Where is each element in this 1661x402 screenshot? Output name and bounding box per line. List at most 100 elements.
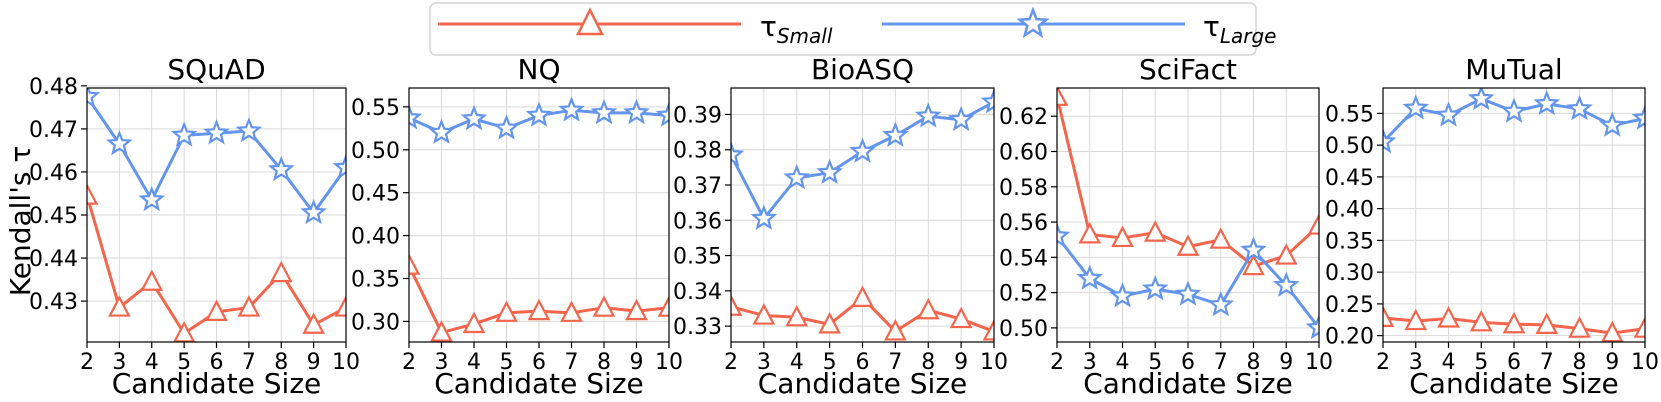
x-tick-label: 2 — [1050, 350, 1064, 375]
x-tick-label: 6 — [1507, 350, 1521, 375]
point-small — [1307, 213, 1319, 235]
x-tick-label: 3 — [112, 350, 126, 375]
x-tick-label: 4 — [1116, 350, 1130, 375]
point-large — [1109, 282, 1136, 308]
x-tick-label: 5 — [823, 350, 837, 375]
y-tick-label: 0.35 — [351, 268, 400, 293]
point-small — [1143, 220, 1167, 242]
x-tick-label: 2 — [1376, 350, 1390, 375]
point-small — [527, 298, 551, 321]
point-large — [816, 158, 843, 184]
x-tick-label: 9 — [1279, 350, 1293, 375]
plot-data — [731, 88, 994, 341]
point-large — [428, 118, 455, 144]
y-tick-label: 0.33 — [673, 315, 722, 340]
y-tick-label: 0.40 — [351, 225, 400, 250]
x-tick-label: 4 — [1442, 350, 1456, 375]
x-tick-label: 10 — [980, 350, 1008, 375]
y-tick-label: 0.56 — [999, 211, 1048, 236]
y-tick-label: 0.35 — [673, 245, 722, 270]
y-axis-label: Kendall's τ — [4, 146, 37, 296]
x-tick-label: 7 — [888, 350, 902, 375]
point-large — [882, 121, 909, 147]
plot-data — [87, 88, 346, 342]
point-large — [750, 204, 778, 230]
y-tick-label: 0.45 — [351, 182, 400, 207]
point-small — [851, 285, 874, 308]
plot-data — [1383, 88, 1645, 342]
point-small — [334, 295, 346, 317]
point-large — [1467, 88, 1495, 111]
y-tick-label: 0.45 — [29, 204, 78, 229]
point-small — [409, 253, 421, 275]
point-small — [108, 295, 131, 317]
x-tick-label: 8 — [1247, 350, 1261, 375]
x-tick-label: 2 — [724, 350, 738, 375]
point-small — [205, 299, 228, 321]
point-small — [140, 269, 164, 291]
x-axis-label: Candidate Size — [112, 367, 322, 400]
point-large — [1631, 104, 1645, 130]
x-tick-label: 5 — [177, 350, 191, 375]
point-small — [1078, 222, 1102, 244]
x-tick-label: 3 — [435, 350, 449, 375]
point-small — [302, 312, 325, 334]
point-large — [525, 101, 553, 127]
x-tick-label: 3 — [1409, 350, 1423, 375]
panel-squad: 0.43 0.44 0.45 0.46 0.47 0.48 2 3 4 5 6 7 8 9 10 SQuAD C… — [29, 53, 360, 400]
point-large — [947, 105, 975, 132]
legend: τSmall τLarge — [429, 2, 1276, 56]
point-small — [1502, 311, 1526, 334]
x-tick-label: 8 — [1573, 350, 1587, 375]
x-tick-label: 3 — [1083, 350, 1097, 375]
x-tick-label: 7 — [1540, 350, 1554, 375]
point-small — [560, 300, 583, 322]
point-large — [1383, 127, 1397, 154]
point-large — [87, 88, 101, 108]
x-tick-label: 4 — [467, 350, 481, 375]
point-small — [1274, 243, 1298, 265]
y-tick-label: 0.25 — [1325, 293, 1374, 318]
point-large — [235, 117, 263, 143]
point-large — [1566, 94, 1593, 121]
legend-small-marker-triangle-icon — [575, 7, 605, 36]
x-tick-label: 9 — [954, 350, 968, 375]
point-large — [267, 155, 295, 182]
legend-frame — [429, 2, 1257, 56]
point-large — [1057, 222, 1071, 248]
y-tick-label: 0.38 — [673, 139, 722, 164]
point-large — [170, 121, 198, 147]
point-large — [1305, 313, 1319, 340]
point-small — [752, 303, 776, 325]
legend-large-label: τLarge — [1203, 10, 1276, 48]
y-tick-label: 0.44 — [29, 247, 78, 272]
x-tick-label: 5 — [1474, 350, 1488, 375]
x-tick-label: 2 — [80, 350, 94, 375]
y-tick-label: 0.55 — [1325, 102, 1374, 127]
x-axis-label: Candidate Size — [434, 367, 644, 400]
legend-small-label: τSmall — [760, 10, 833, 48]
point-small — [592, 295, 616, 317]
y-tick-label: 0.62 — [999, 105, 1048, 130]
x-tick-label: 7 — [565, 350, 579, 375]
x-tick-label: 8 — [597, 350, 611, 375]
legend-large-base: τ — [1203, 10, 1220, 43]
x-tick-label: 9 — [630, 350, 644, 375]
x-axis-label: Candidate Size — [1409, 367, 1619, 400]
point-small — [1437, 306, 1460, 328]
point-large — [783, 163, 811, 190]
y-tick-label: 0.50 — [351, 139, 400, 164]
x-axis-label: Candidate Size — [758, 367, 968, 400]
legend-large-sub: Large — [1220, 24, 1277, 48]
point-small — [1111, 225, 1134, 248]
y-tick-label: 0.60 — [999, 141, 1048, 166]
x-tick-label: 10 — [655, 350, 683, 375]
panel-title: NQ — [518, 53, 561, 86]
point-small — [1404, 308, 1428, 331]
panel-mutual: 0.20 0.25 0.30 0.35 0.40 0.45 0.50 0.55 2 3 4 5 6 7 8 9… — [1325, 53, 1659, 400]
point-large — [849, 137, 876, 163]
x-tick-label: 5 — [500, 350, 514, 375]
y-tick-label: 0.20 — [1325, 325, 1374, 350]
point-large — [1207, 290, 1235, 317]
y-tick-label: 0.36 — [673, 209, 722, 234]
